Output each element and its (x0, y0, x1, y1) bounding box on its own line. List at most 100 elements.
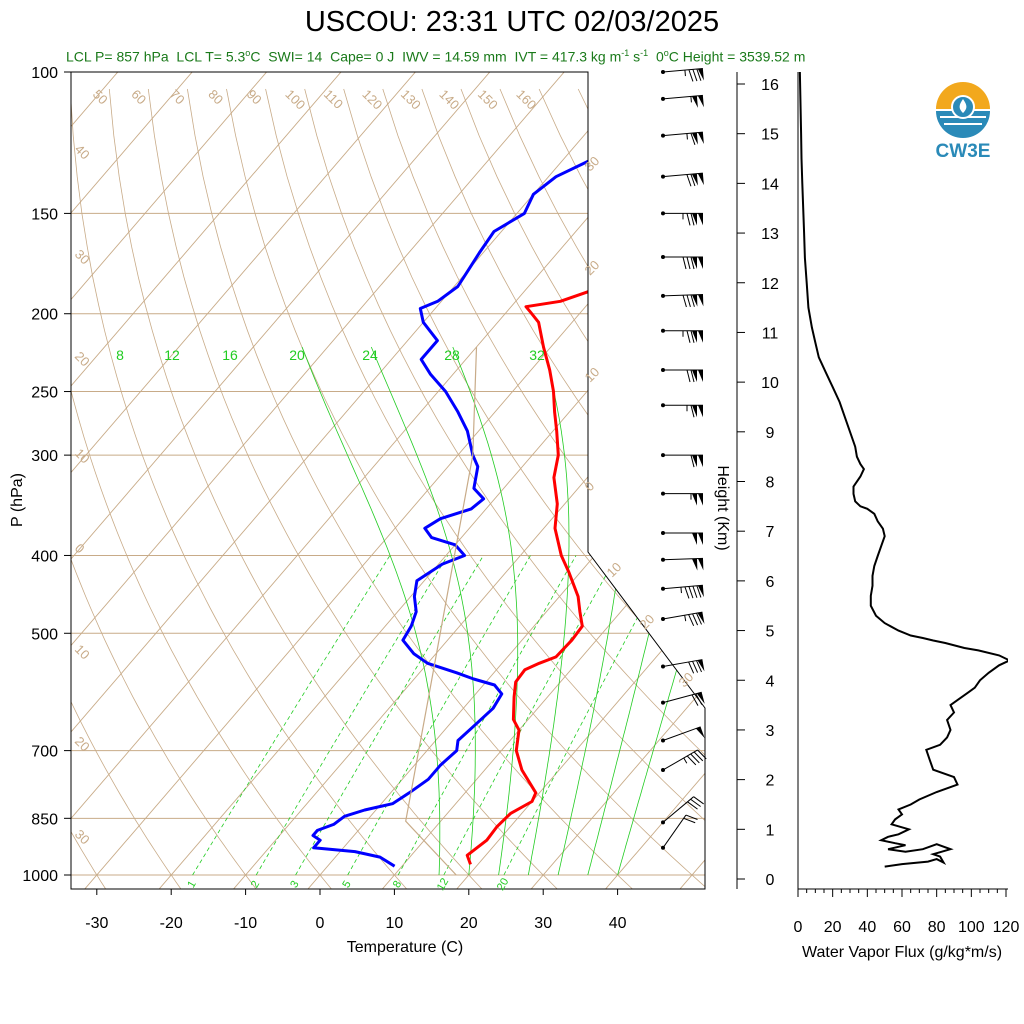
isotherm-label-left: 0 (72, 541, 88, 557)
mixing-ratio-label-bottom: 3 (288, 879, 301, 890)
isotherm-line (71, 72, 432, 889)
cw3e-logo: CW3E (936, 82, 990, 162)
wind-barb-flag (698, 455, 703, 468)
isotherm-line (71, 72, 208, 889)
wind-barb (661, 659, 705, 674)
isotherm-label-top: 70 (167, 87, 188, 108)
height-tick-label: 3 (766, 723, 775, 740)
pressure-tick-label: 850 (31, 811, 58, 828)
wind-barb-half-feather (684, 615, 687, 622)
wind-barb-feather (690, 213, 695, 226)
wind-barb-feather (682, 256, 687, 270)
wind-barb-flag (697, 95, 704, 108)
flux-tick-label: 60 (893, 919, 911, 936)
mixing-ratio-label-bottom: 20 (495, 876, 512, 893)
temperature-tick-label: 20 (460, 915, 478, 932)
wind-barb-feather (693, 796, 704, 805)
height-axis-title: Height (Km) (714, 465, 731, 550)
wind-barb-feather (690, 174, 696, 187)
wind-barb-feather (696, 68, 702, 81)
pressure-tick-label: 700 (31, 744, 58, 761)
mixing-ratio-line (503, 555, 672, 876)
temperature-tick-label: -20 (160, 915, 183, 932)
temperature-tick-label: 30 (534, 915, 552, 932)
height-tick-label: 6 (766, 574, 775, 591)
dry-adiabat-line (343, 88, 705, 889)
wind-barb-feather (690, 330, 695, 343)
height-tick-label: 16 (761, 77, 779, 94)
moist-adiabat-line (617, 346, 705, 876)
wind-barb (661, 255, 703, 270)
dry-adiabat-line (656, 88, 705, 889)
wind-barb-half-feather (683, 757, 688, 764)
dewpoint-profile-line (311, 72, 705, 868)
wind-barb-staff (662, 557, 703, 561)
height-tick-label: 14 (761, 176, 779, 193)
dry-adiabat-line (265, 88, 705, 889)
height-tick-label: 12 (761, 276, 779, 293)
pressure-tick-label: 500 (31, 626, 58, 643)
skewt-profiles (311, 72, 705, 876)
wind-barb-flag (698, 532, 703, 545)
moist-adiabat-line (527, 346, 570, 876)
wind-barb-staff (662, 726, 701, 741)
freezing-level-height: C Height = 3539.52 m (668, 48, 806, 65)
height-tick-label: 15 (761, 127, 779, 144)
mixing-ratio-label-bottom: 1 (185, 879, 198, 890)
wind-barb-flag (697, 585, 704, 598)
wind-barb-flag (697, 294, 704, 307)
wind-barb-feather (693, 751, 704, 762)
mixing-ratio-label-top: 24 (362, 347, 378, 363)
wind-barb-feather (686, 294, 691, 308)
water-vapor-flux-line (798, 72, 1008, 868)
skewt-background-lines (71, 72, 705, 889)
height-tick-label: 8 (766, 475, 775, 492)
mixing-ratio-label-top: 28 (444, 347, 460, 363)
wind-barb-half-feather (684, 70, 686, 77)
wind-barb-flag (695, 726, 705, 739)
wind-barb-flag (692, 257, 697, 270)
isotherm-line (71, 72, 705, 889)
height-tick-label: 5 (766, 624, 775, 641)
wind-barb-feather (686, 213, 691, 226)
wind-barb-flag (696, 692, 705, 704)
sounding-parameters: LCL P= 857 hPa LCL T= 5.3oC SWI= 14 Cape… (66, 48, 806, 65)
wind-barb-feather (690, 753, 700, 764)
isotherm-line (453, 72, 705, 889)
wind-barb-staff (662, 584, 703, 590)
isotherm-line (71, 72, 283, 889)
isotherm-label-top: 80 (205, 87, 226, 108)
dry-adiabat-line (421, 88, 705, 889)
height-tick-label: 1 (766, 822, 775, 839)
wind-barb-feather (690, 369, 695, 383)
wind-barb (661, 211, 703, 226)
dry-adiabat-line (499, 88, 705, 889)
wind-barb-feather (696, 612, 702, 625)
temperature-tick-label: 40 (609, 915, 627, 932)
dry-adiabat-line (71, 88, 335, 889)
ivt-value: IVT = 417.3 kg m (514, 48, 622, 65)
wind-barb (661, 749, 707, 772)
mixing-ratio-label-top: 8 (116, 347, 124, 363)
wind-barb-feather (684, 586, 690, 599)
isotherm-label-top: 100 (282, 87, 308, 113)
isotherm-label-top: 130 (398, 87, 424, 113)
wind-barb-flag (697, 173, 704, 186)
wind-barb (661, 403, 703, 418)
isotherm-label-right: 30 (582, 153, 603, 174)
wind-barb (661, 453, 703, 468)
dry-adiabat-line (538, 88, 705, 889)
wind-barb-feather (686, 174, 692, 187)
isotherm-label-top: 90 (244, 87, 265, 108)
wind-barb-flag (692, 493, 697, 506)
isotherm-line (305, 72, 705, 889)
flux-tick-label: 40 (858, 919, 876, 936)
wind-barb-feather (686, 755, 697, 766)
wind-barb-half-feather (680, 587, 682, 594)
temperature-tick-label: 0 (316, 915, 325, 932)
dry-adiabat-line (71, 88, 410, 889)
skewt-frame (70, 71, 706, 890)
dry-adiabat-line (187, 88, 636, 889)
wind-barb (661, 814, 698, 850)
